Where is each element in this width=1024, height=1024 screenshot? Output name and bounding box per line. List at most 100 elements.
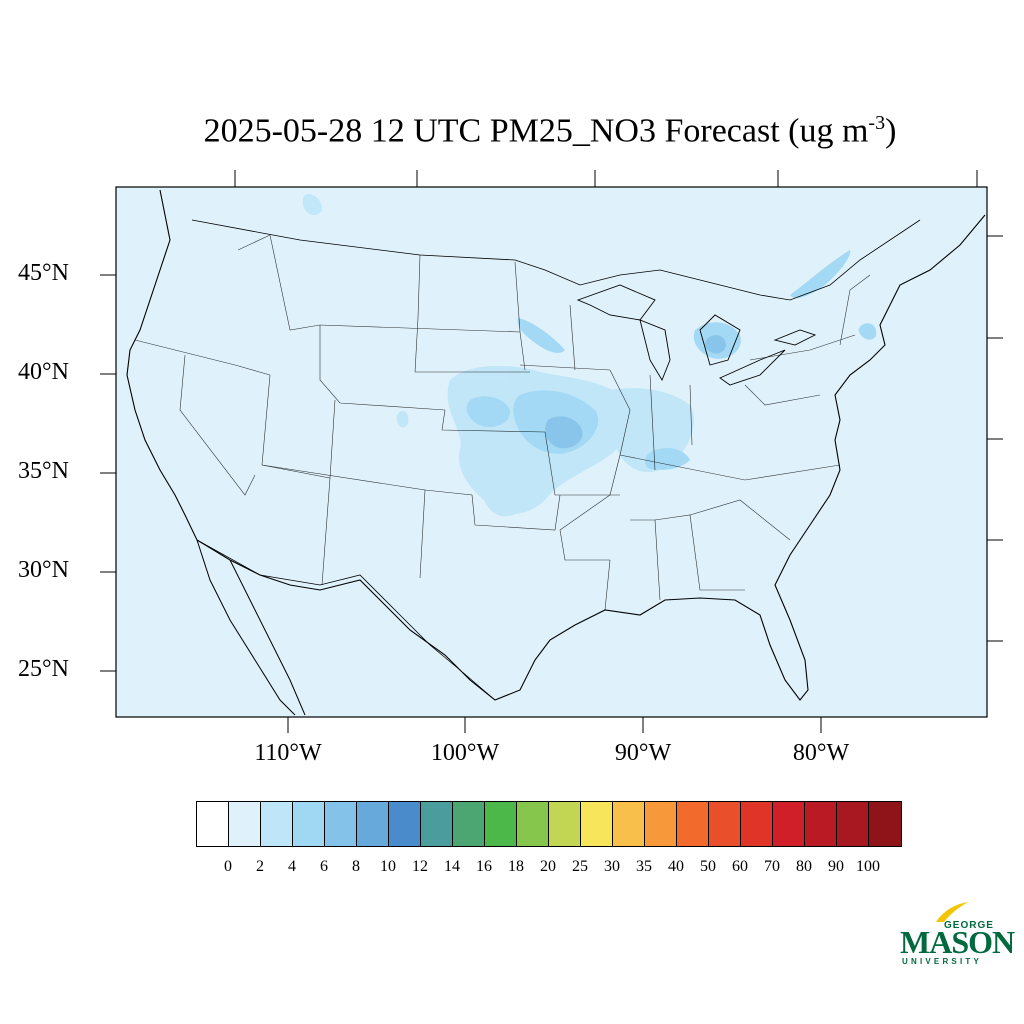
state-line-v11 [441,409,546,433]
colorbar-label-4: 8 [352,858,360,875]
state-line-v25 [689,499,791,541]
colorbar-box-8 [453,802,485,846]
colorbar-box-1 [229,802,261,846]
lat-label-35: 35°N [18,458,69,484]
colorbar-box-3 [293,802,325,846]
colorbar-box-13 [613,802,645,846]
colorbar-box-16 [709,802,741,846]
colorbar-box-7 [421,802,453,846]
colorbar-label-10: 20 [540,858,556,875]
state-line-v5 [319,325,446,411]
logo-mason: MASON [900,924,1015,960]
lat-label-25: 25°N [18,656,69,682]
title-close: ) [885,112,897,150]
colorbar-box-20 [837,802,869,846]
missouri-core [544,416,583,449]
northeast-streak [790,250,851,299]
colorbar-label-12: 30 [604,858,620,875]
lat-label-45: 45°N [18,260,69,286]
state-line-v1 [237,234,321,331]
saginaw-core [705,335,726,354]
colorbar-box-5 [357,802,389,846]
state-line-v16 [569,304,576,371]
colorbar-label-15: 50 [700,858,716,875]
colorbar-label-8: 16 [476,858,492,875]
colorado-patch [396,410,409,428]
kentucky-streak [644,448,690,470]
colorbar-label-2: 4 [288,858,296,875]
colorbar-box-2 [261,802,293,846]
baja-coast [196,539,296,716]
colorbar-label-17: 70 [764,858,780,875]
state-line-v17 [609,369,631,496]
kansas-patch [466,396,511,428]
mexico-gulf-coast [229,559,306,716]
great-lakes [576,284,817,386]
oklahoma-patch [482,475,526,517]
colorbar-box-10 [517,802,549,846]
colorbar-box-0 [197,802,229,846]
colorbar-box-17 [741,802,773,846]
colorbar-label-1: 2 [256,858,264,875]
colorbar-label-3: 6 [320,858,328,875]
state-line-v26 [744,384,821,406]
dakota-streak [517,318,565,353]
state-line-v8 [414,254,421,373]
colorbar-label-18: 80 [796,858,812,875]
colorbar-label-7: 14 [444,858,460,875]
state-line-v2 [134,339,271,376]
state-line-v28 [839,274,871,346]
state-line-v22 [604,559,611,611]
montana-patch [302,194,322,216]
colorbar-label-16: 60 [732,858,748,875]
colorbar-label-6: 12 [412,858,428,875]
chart-title: 2025-05-28 12 UTC PM25_NO3 Forecast (ug … [0,112,1024,150]
gmu-logo: GEORGE MASON UNIVERSITY [896,900,1015,970]
state-line-v19 [689,384,693,446]
state-line-v3 [179,354,256,496]
colorbar-label-19: 90 [828,858,844,875]
colorbar-label-13: 35 [636,858,652,875]
new-england-patch [858,323,877,340]
canada-border [191,219,921,301]
map-ticks [100,170,1003,733]
state-line-v20 [559,494,611,561]
state-line-v13 [544,431,620,496]
colorbar-label-5: 10 [380,858,396,875]
colorbar-box-15 [677,802,709,846]
state-line-v18 [649,374,656,471]
lon-label-100w: 100°W [430,740,500,766]
title-text: 2025-05-28 12 UTC PM25_NO3 Forecast (ug … [203,112,869,150]
colorbar-label-20: 100 [856,858,880,875]
state-line-v6 [321,477,331,586]
lon-label-110w: 110°W [254,740,322,766]
colorbar-label-0: 0 [224,858,232,875]
state-line-v24 [654,514,745,591]
logo-george: GEORGE [944,920,994,931]
colorbar-box-4 [325,802,357,846]
lon-label-90w: 90°W [614,740,672,766]
colorbar-label-9: 18 [508,858,524,875]
colorbar-box-21 [869,802,901,846]
mexico-border [196,539,496,701]
state-line-v21 [619,454,841,481]
title-exponent: -3 [868,112,886,134]
lat-label-30: 30°N [18,557,69,583]
colorbar [196,801,902,847]
colorbar-box-14 [645,802,677,846]
colorbar-box-9 [485,802,517,846]
state-line-v4 [261,374,336,479]
state-boundaries [134,234,871,611]
colorbar-box-19 [805,802,837,846]
state-line-v14 [514,261,521,333]
lat-label-40: 40°N [18,359,69,385]
state-line-v27 [749,334,856,361]
colorbar-box-6 [389,802,421,846]
state-line-v15 [519,364,611,371]
colorbar-label-14: 40 [668,858,684,875]
colorbar-box-11 [549,802,581,846]
lon-label-80w: 80°W [792,740,850,766]
logo-swoosh-icon [936,902,968,922]
colorbar-label-11: 25 [572,858,588,875]
